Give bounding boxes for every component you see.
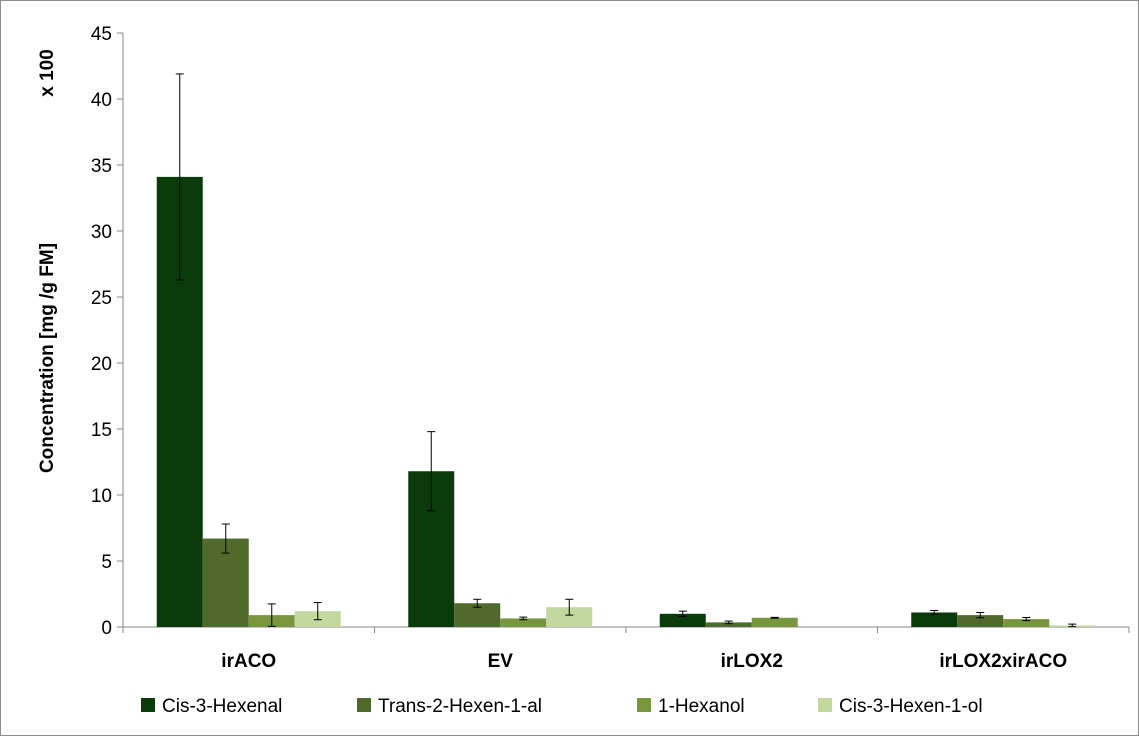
bars	[156, 176, 1096, 627]
bar	[1003, 619, 1050, 627]
y-tick-label: 45	[91, 24, 112, 45]
y-tick-label: 10	[91, 486, 112, 507]
bar	[957, 615, 1004, 627]
legend-label: 1-Hexanol	[658, 696, 745, 717]
x-axis: irACO EV irLOX2 irLOX2xirACO	[122, 626, 1130, 672]
x-category-label: EV	[488, 651, 514, 672]
x-category-label: irLOX2xirACO	[939, 651, 1067, 672]
bar	[911, 612, 958, 627]
bar	[500, 618, 547, 627]
legend-label: Cis-3-Hexenal	[162, 696, 282, 717]
legend-label: Trans-2-Hexen-1-al	[378, 696, 542, 717]
legend: Cis-3-Hexenal Trans-2-Hexen-1-al 1-Hexanol…	[141, 696, 983, 717]
bar	[751, 617, 798, 627]
y-tick-label: 20	[91, 354, 112, 375]
x-category-label: irLOX2	[721, 651, 783, 672]
y-tick-label: 0	[101, 618, 112, 639]
bar	[454, 603, 501, 627]
legend-swatch	[818, 698, 832, 712]
y-tick-label: 5	[101, 552, 112, 573]
bar	[546, 607, 593, 627]
y-axis-title: Concentration [mg /g FM]	[37, 243, 58, 473]
bar	[659, 613, 706, 627]
bar	[705, 622, 752, 627]
error-bars	[175, 73, 1077, 628]
legend-swatch	[357, 698, 371, 712]
y-axis: 0 5 10 15 20 25 30 35 40 45	[91, 24, 124, 639]
x-category-label: irACO	[221, 651, 276, 672]
y-tick-label: 30	[91, 222, 112, 243]
y-tick-label: 25	[91, 288, 112, 309]
y-multiplier-label: x 100	[37, 49, 58, 97]
legend-swatch	[637, 698, 651, 712]
legend-swatch	[141, 698, 155, 712]
y-tick-label: 15	[91, 420, 112, 441]
y-tick-label: 40	[91, 90, 112, 111]
legend-label: Cis-3-Hexen-1-ol	[839, 696, 983, 717]
y-tick-label: 35	[91, 156, 112, 177]
